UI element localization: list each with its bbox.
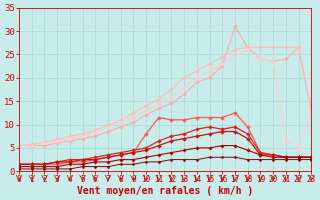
X-axis label: Vent moyen/en rafales ( km/h ): Vent moyen/en rafales ( km/h ) [77,186,253,196]
